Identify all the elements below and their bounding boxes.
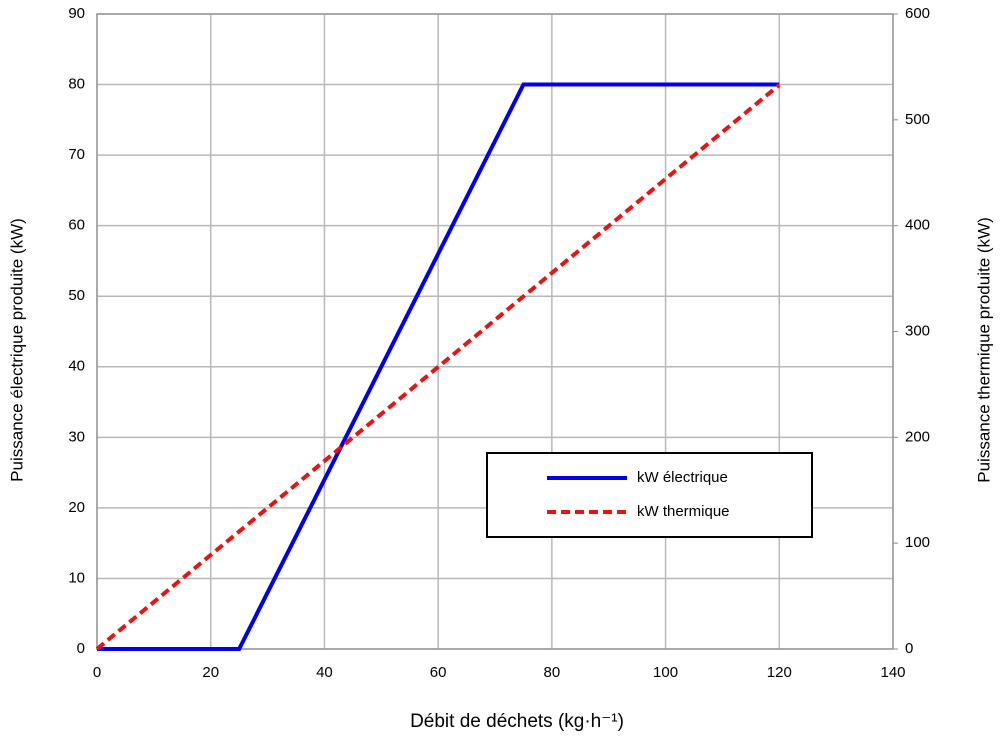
plot-frame (96, 13, 894, 650)
x-axis-title: Débit de déchets (kg·h⁻¹) (410, 711, 624, 732)
x-tick-label: 100 (653, 664, 678, 681)
y-axis-title: Puissance électrique produite (kW) (7, 218, 26, 482)
y2-tick-label: 0 (905, 640, 913, 657)
data-line (97, 82, 780, 651)
y-tick-label: 30 (68, 428, 85, 445)
y2-tick-label: 200 (905, 428, 930, 445)
y-tick-label: 10 (68, 569, 85, 586)
y-tick-label: 0 (77, 640, 85, 657)
legend-label: kW électrique (637, 469, 728, 486)
y2-tick-label: 500 (905, 111, 930, 128)
x-tick-label: 0 (93, 664, 101, 681)
y2-tick-label: 300 (905, 322, 930, 339)
plot-area (97, 14, 893, 649)
x-tick-label: 140 (880, 664, 905, 681)
legend-box (486, 452, 813, 538)
legend: kW électrique kW thermique (486, 452, 813, 538)
y2-axis-title: Puissance thermique produite (kW) (974, 217, 993, 483)
x-tick-label: 80 (544, 664, 561, 681)
x-tick-label: 40 (316, 664, 333, 681)
x-tick-label: 60 (430, 664, 447, 681)
y-tick-label: 20 (68, 499, 85, 516)
x-tick-label: 20 (202, 664, 219, 681)
y-tick-label: 60 (68, 217, 85, 234)
y-tick-label: 90 (68, 5, 85, 22)
x-tick-label: 120 (767, 664, 792, 681)
y2-tick-label: 100 (905, 534, 930, 551)
y-tick-label: 50 (68, 287, 85, 304)
y2-tick-label: 600 (905, 5, 930, 22)
legend-label: kW thermique (637, 503, 730, 520)
y2-tick-label: 400 (905, 217, 930, 234)
y-tick-label: 70 (68, 146, 85, 163)
y-tick-label: 40 (68, 358, 85, 375)
data-line (95, 83, 781, 651)
y-tick-label: 80 (68, 76, 85, 93)
